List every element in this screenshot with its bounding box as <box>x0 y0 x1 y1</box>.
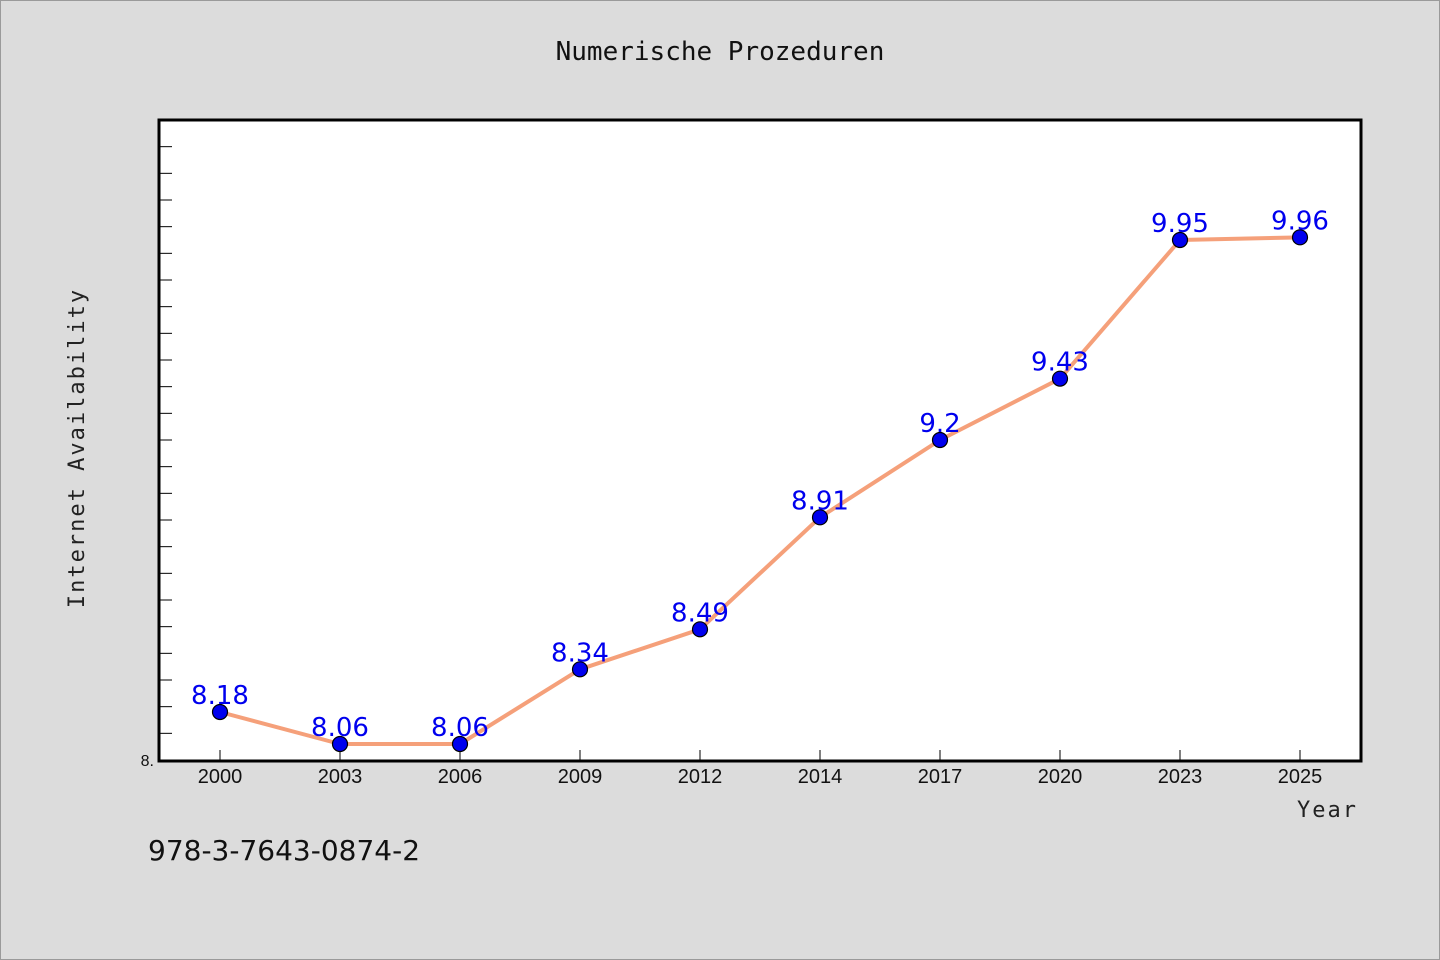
data-point <box>211 703 229 721</box>
x-tick-label: 2023 <box>1158 766 1203 788</box>
chart-title: Numerische Prozeduren <box>556 37 885 67</box>
data-point <box>1171 231 1189 249</box>
data-point <box>1051 370 1069 387</box>
x-tick-label: 2006 <box>438 766 483 788</box>
data-label: 9.96 <box>1271 206 1329 236</box>
x-tick-label: 2025 <box>1278 766 1323 788</box>
x-tick-label: 2017 <box>918 766 963 788</box>
x-ticks: 2000 2003 2006 2009 2012 2014 2017 2020 2023 2025 <box>198 750 1323 788</box>
data-label: 8.49 <box>671 598 729 628</box>
data-point <box>931 431 949 449</box>
isbn-text: 978-3-7643-0874-2 <box>148 834 421 867</box>
series-line <box>218 235 1302 746</box>
y-axis-label: Internet Availability <box>65 288 90 608</box>
data-label: 9.95 <box>1151 209 1209 239</box>
data-point <box>331 735 349 753</box>
data-label: 8.91 <box>791 486 849 516</box>
plot-area <box>157 118 1363 763</box>
data-label: 9.43 <box>1031 348 1089 378</box>
data-label: 8.34 <box>551 638 609 668</box>
x-axis-label: Year <box>1297 798 1358 823</box>
data-label: 8.06 <box>431 713 489 743</box>
x-tick-label: 2003 <box>318 766 363 788</box>
y-ticks <box>160 146 172 734</box>
series-group: 8.18 8.06 8.06 8.34 8.49 8.91 9.2 9.43 9.95 9.96 <box>191 206 1329 753</box>
data-point <box>691 621 709 638</box>
data-label: 8.06 <box>311 713 369 743</box>
y-tick-label: 8. <box>141 753 154 770</box>
x-tick-label: 2014 <box>798 766 843 788</box>
x-tick-label: 2020 <box>1038 766 1083 788</box>
data-label: 9.2 <box>919 409 960 439</box>
data-point <box>811 509 829 526</box>
data-point <box>571 661 589 678</box>
data-point <box>451 735 469 753</box>
data-label: 8.18 <box>191 681 249 711</box>
data-point <box>1291 229 1309 246</box>
x-tick-label: 2012 <box>678 766 723 788</box>
x-tick-label: 2009 <box>558 766 603 788</box>
x-tick-label: 2000 <box>198 766 243 788</box>
